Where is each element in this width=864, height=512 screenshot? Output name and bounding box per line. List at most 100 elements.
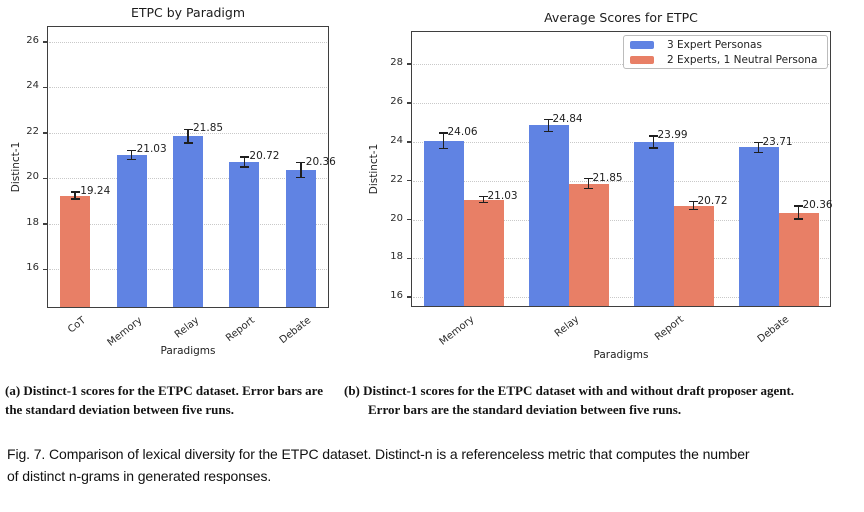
error-bar-cap-top [183, 128, 193, 131]
subcaption-b-line2: Error bars are the standard deviation be… [368, 402, 682, 417]
subcaption-b: (b) Distinct-1 scores for the ETPC datas… [344, 381, 862, 419]
bar-memory [116, 154, 147, 307]
gridline [413, 102, 829, 104]
legend-swatch-icon [630, 55, 654, 64]
error-bar [74, 192, 76, 200]
y-tick-mark [407, 102, 411, 104]
value-label: 21.03 [487, 189, 518, 202]
legend-label: 2 Experts, 1 Neutral Persona [667, 53, 818, 66]
error-bar-cap-top [584, 177, 593, 180]
y-tick-label: 16 [26, 262, 39, 274]
y-tick-mark [407, 179, 411, 182]
bar-debate-s0 [738, 147, 779, 306]
chart-title: Average Scores for ETPC [544, 10, 698, 25]
bar-memory-s1 [463, 199, 504, 306]
value-label: 21.03 [136, 143, 167, 156]
x-axis-label: Paradigms [160, 345, 216, 357]
y-tick-mark [43, 41, 47, 43]
bar-relay-s0 [528, 125, 569, 306]
y-tick-mark [407, 63, 411, 65]
error-bar [757, 142, 760, 153]
value-label: 24.06 [447, 125, 478, 138]
gridline [49, 41, 327, 43]
y-tick-mark [43, 268, 47, 271]
y-tick-label: 22 [26, 125, 39, 137]
subcaption-a-line1: (a) Distinct-1 scores for the ETPC datas… [5, 383, 323, 398]
error-bar-cap-bottom [544, 130, 553, 133]
y-tick-label: 16 [390, 290, 403, 302]
error-bar-cap-top [649, 135, 658, 137]
figure-caption-line1: Fig. 7. Comparison of lexical diversity … [7, 446, 750, 462]
legend-swatch-icon [630, 40, 654, 49]
gridline [413, 297, 829, 299]
error-bar-cap-bottom [584, 187, 593, 190]
legend-row: 3 Expert Personas [630, 39, 819, 51]
error-bar-cap-top [239, 156, 249, 158]
y-tick-label: 20 [26, 171, 39, 183]
bar-debate [285, 170, 316, 307]
error-bar-cap-top [689, 200, 698, 203]
y-tick-label: 24 [26, 80, 39, 92]
value-label: 20.36 [305, 155, 336, 168]
gridline [413, 141, 829, 143]
y-tick-label: 22 [390, 173, 403, 185]
error-bar-cap-top [544, 118, 553, 121]
y-tick-label: 18 [26, 216, 39, 228]
y-tick-label: 18 [390, 251, 403, 263]
legend: 3 Expert Personas 2 Experts, 1 Neutral Pe… [623, 35, 828, 69]
error-bar-cap-bottom [127, 158, 137, 161]
y-tick-mark [407, 140, 411, 143]
bar-memory-s0 [423, 140, 464, 306]
error-bar-cap-top [296, 161, 306, 164]
y-tick-label: 24 [390, 134, 403, 146]
x-axis-label: Paradigms [593, 349, 649, 361]
bar-report-s1 [673, 205, 714, 306]
error-bar-cap-bottom [479, 201, 488, 204]
legend-row: 2 Experts, 1 Neutral Persona [630, 54, 819, 66]
error-bar-cap-bottom [70, 198, 80, 200]
error-bar [243, 156, 246, 167]
x-tick-label-debate: Debate [755, 314, 792, 346]
x-tick-label-memory: Memory [437, 314, 477, 348]
error-bar [130, 150, 133, 160]
value-label: 20.36 [802, 199, 833, 212]
value-label: 21.85 [193, 122, 224, 135]
error-bar [300, 162, 302, 178]
y-axis-label: Distinct-1 [368, 143, 380, 195]
y-tick-mark [43, 86, 47, 89]
bar-relay-s1 [568, 183, 609, 306]
error-bar-cap-bottom [689, 208, 698, 211]
error-bar [547, 119, 550, 132]
error-bar-cap-bottom [794, 218, 803, 220]
value-label: 20.72 [697, 194, 728, 207]
gridline [413, 219, 829, 221]
subcaption-b-line1: (b) Distinct-1 scores for the ETPC datas… [344, 383, 795, 398]
error-bar-cap-bottom [754, 151, 763, 154]
error-bar-cap-bottom [239, 166, 249, 168]
y-tick-mark [407, 218, 411, 221]
y-tick-mark [43, 223, 47, 225]
bar-debate-s1 [778, 212, 819, 306]
figure-caption: Fig. 7. Comparison of lexical diversity … [7, 443, 859, 487]
bar-relay [173, 136, 203, 307]
error-bar [442, 132, 445, 149]
gridline [413, 64, 829, 66]
gridline [49, 87, 327, 89]
error-bar [652, 136, 655, 148]
value-label: 19.24 [80, 185, 111, 198]
value-label: 20.72 [249, 149, 280, 162]
bar-cot [60, 195, 91, 307]
error-bar [587, 178, 590, 189]
error-bar-cap-top [479, 195, 488, 198]
error-bar-cap-bottom [439, 147, 448, 150]
error-bar-cap-top [754, 141, 763, 144]
error-bar [187, 129, 189, 144]
y-tick-label: 26 [390, 95, 403, 107]
y-tick-label: 26 [26, 34, 39, 46]
y-tick-label: 20 [390, 212, 403, 224]
error-bar-cap-bottom [296, 176, 306, 179]
